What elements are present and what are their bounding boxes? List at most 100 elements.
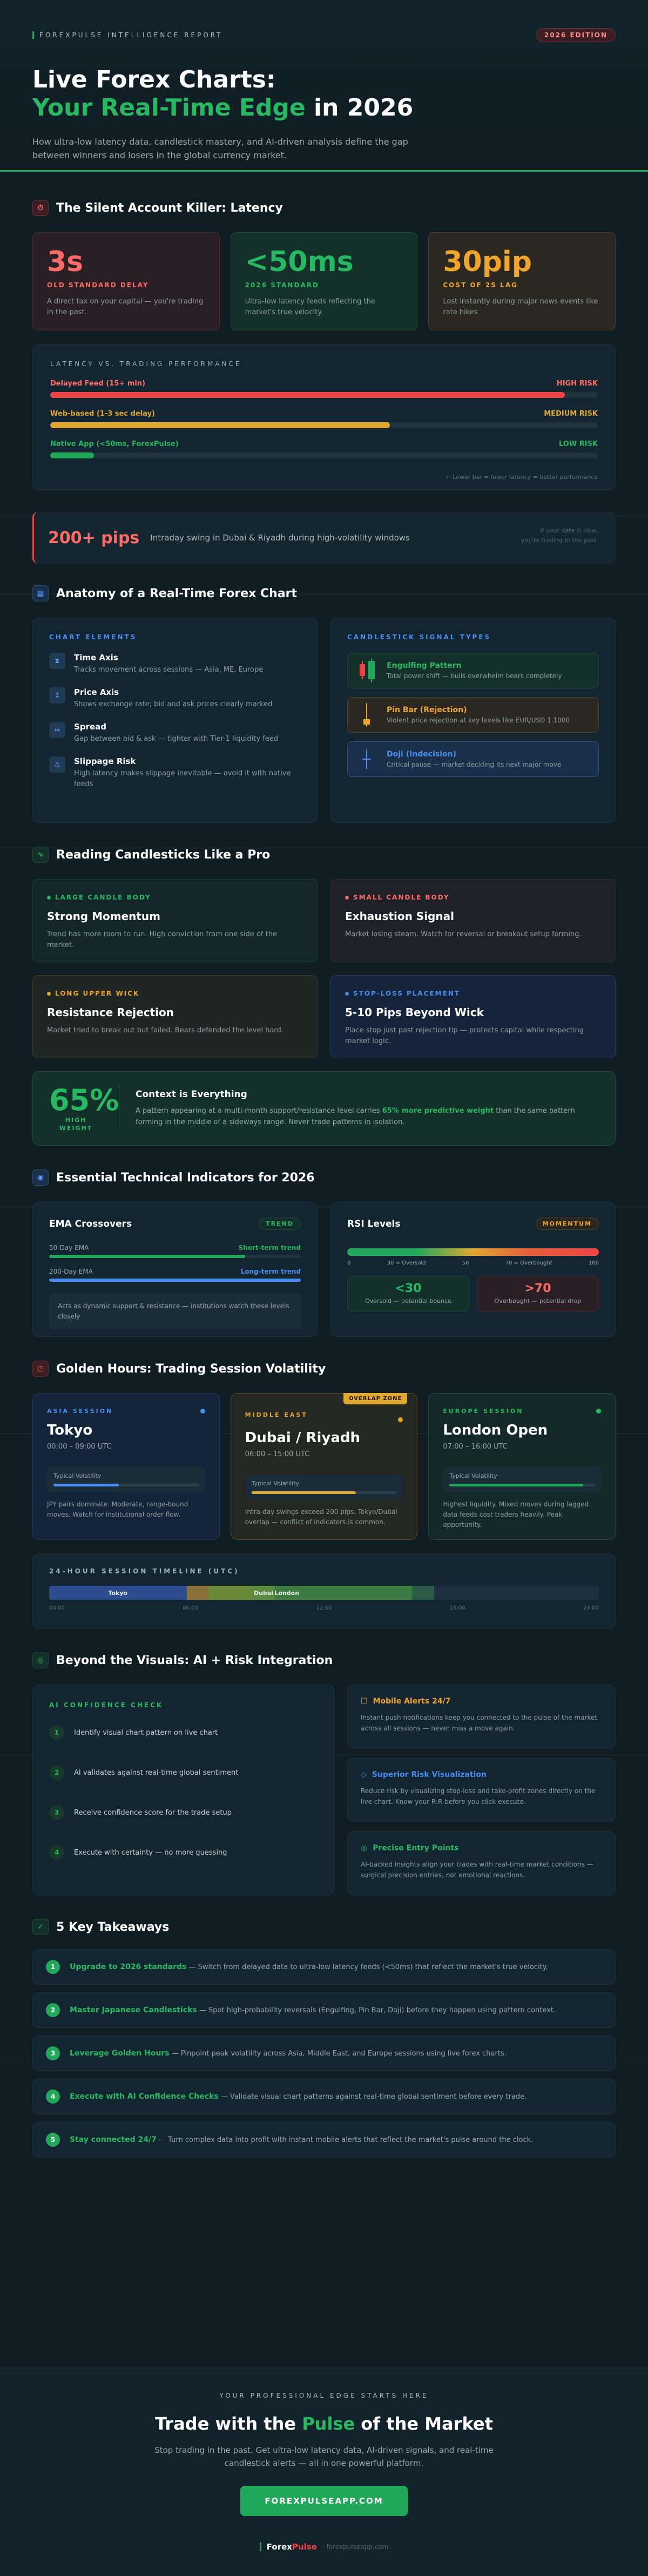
doji-candle-icon (357, 747, 376, 771)
element-desc: Gap between bid & ask — tighter with Tie… (74, 735, 279, 743)
session-city: Tokyo (47, 1422, 93, 1438)
takeaway-bold: Leverage Golden Hours (70, 2049, 170, 2058)
rsi-card: RSI Levels MOMENTUM 0 30 = Oversold 50 7… (330, 1202, 616, 1337)
feature-title: Mobile Alerts 24/7 (373, 1697, 451, 1706)
session-tag: MIDDLE EAST (245, 1411, 308, 1418)
timeline-tick: 12:00 (316, 1605, 332, 1611)
timeline-bar: Tokyo Dubai London (49, 1586, 599, 1600)
cta-desc: Stop trading in the past. Get ultra-low … (154, 2445, 494, 2468)
candle-card-tag: STOP-LOSS PLACEMENT (353, 990, 461, 997)
session-city: London Open (443, 1422, 548, 1438)
chart-elements-card: CHART ELEMENTS ⧗ Time Axis Tracks movement… (32, 618, 318, 823)
latency-performance-card: LATENCY VS. TRADING PERFORMANCE Delayed … (32, 344, 616, 490)
cta-title-part1: Trade with the (155, 2413, 302, 2434)
mobile-icon: ☐ (361, 1697, 368, 1706)
candle-card: LONG UPPER WICK Resistance Rejection Mar… (32, 975, 318, 1058)
session-time: 06:00 – 15:00 UTC (245, 1450, 310, 1458)
perf-row-risk: HIGH RISK (556, 380, 598, 388)
spread-icon: ⇔ (49, 722, 65, 738)
candle-card-head: Strong Momentum (47, 910, 161, 923)
perf-row: Native App (<50ms, ForexPulse) LOW RISK (50, 440, 598, 458)
context-callout: 65% HIGH WEIGHT Context is Everything A … (32, 1071, 616, 1146)
pips-section: 200+ pips Intraday swing in Dubai & Riya… (0, 490, 648, 564)
cta-button[interactable]: FOREXPULSEAPP.COM (240, 2486, 408, 2516)
perf-row: Web-based (1-3 sec delay) MEDIUM RISK (50, 410, 598, 428)
takeaway-number: 3 (46, 2046, 60, 2060)
volatility-label: Typical Volatility (53, 1472, 102, 1479)
timeline-segment-london: London (274, 1586, 412, 1600)
stat-label: COST OF 2S LAG (443, 281, 518, 289)
signal-title: Doji (Indecision) (387, 750, 457, 759)
rsi-gradient-bar (347, 1248, 599, 1256)
stat-value: 30pip (443, 246, 532, 278)
stat-value: 3s (47, 246, 84, 278)
check-icon: ✓ (32, 1919, 49, 1935)
pin-bar-candle-icon (357, 703, 376, 727)
session-desc: Highest liquidity. Mixed moves during la… (443, 1500, 589, 1529)
signal-item: Pin Bar (Rejection) Violent price rejecti… (347, 697, 599, 733)
signal-title: Engulfing Pattern (387, 661, 462, 670)
signals-heading: CANDLESTICK SIGNAL TYPES (347, 633, 491, 641)
candle-card: STOP-LOSS PLACEMENT 5-10 Pips Beyond Wic… (330, 975, 616, 1058)
pips-side-line2: you're trading in the past. (521, 537, 598, 544)
trend-icon: ∿ (32, 847, 49, 863)
anatomy-title: Anatomy of a Real-Time Forex Chart (56, 586, 298, 600)
volatility-label: Typical Volatility (251, 1480, 300, 1487)
step-text: Identify visual chart pattern on live ch… (74, 1728, 218, 1737)
feature-desc: AI-backed insights align your trades wit… (361, 1861, 593, 1879)
indicators-section: ◉ Essential Technical Indicators for 202… (0, 1146, 648, 1337)
candle-card-head: Exhaustion Signal (345, 910, 454, 923)
step-text: Execute with certainty — no more guessin… (74, 1848, 227, 1857)
ai-step: 4 Execute with certainty — no more guessi… (49, 1845, 318, 1860)
ai-step: 3 Receive confidence score for the trade … (49, 1805, 318, 1820)
shield-icon: ◇ (361, 1770, 367, 1779)
element-desc: Shows exchange rate; bid and ask prices … (74, 700, 273, 708)
ema-title: EMA Crossovers (49, 1218, 132, 1229)
ai-title: Beyond the Visuals: AI + Risk Integratio… (56, 1653, 333, 1667)
context-desc-part2: than the same pattern forming in the mid… (136, 1107, 575, 1126)
rsi-tick: 50 (462, 1260, 469, 1266)
hero-title-line1: Live Forex Charts: (32, 66, 276, 93)
sessions-section: ◷ Golden Hours: Trading Session Volatili… (0, 1337, 648, 1628)
timeline-tick: 00:00 (49, 1605, 65, 1611)
report-eyebrow: FOREXPULSE INTELLIGENCE REPORT (32, 31, 223, 39)
volatility-label: Typical Volatility (449, 1472, 497, 1479)
footer-brand: ForexPulse · forexpulseapp.com (0, 2542, 648, 2552)
timeline-tick: 18:00 (449, 1605, 465, 1611)
dot-icon (200, 1409, 205, 1414)
signal-desc: Critical pause — market deciding its nex… (387, 761, 562, 768)
timeline-segment-tokyo: Tokyo (49, 1586, 187, 1600)
target-icon: ◉ (32, 1169, 49, 1186)
ema-name: 200-Day EMA (49, 1268, 93, 1275)
takeaway-bold: Stay connected 24/7 (70, 2135, 157, 2144)
target-icon: ◎ (361, 1844, 368, 1852)
ema-card: EMA Crossovers TREND 50-Day EMA Short-ter… (32, 1202, 318, 1337)
stat-card: 30pip COST OF 2S LAG Lost instantly duri… (428, 232, 616, 330)
session-card: EUROPE SESSION London Open 07:00 – 16:00… (428, 1393, 616, 1540)
step-text: AI validates against real-time global se… (74, 1768, 239, 1777)
candlestick-signals-card: CANDLESTICK SIGNAL TYPES Engulfing Patte… (330, 618, 616, 823)
rsi-tick: 100 (588, 1260, 599, 1266)
takeaway-item: 2 Master Japanese Candlesticks — Spot hig… (32, 1992, 616, 2028)
context-label-2: WEIGHT (59, 1125, 93, 1132)
timeline-tick: 24:00 (583, 1605, 599, 1611)
takeaways-section: ✓ 5 Key Takeaways 1 Upgrade to 2026 stand… (0, 1895, 648, 2158)
takeaway-number: 2 (46, 2003, 60, 2017)
session-card: ASIA SESSION Tokyo 00:00 – 09:00 UTC Typ… (32, 1393, 220, 1540)
session-time: 00:00 – 09:00 UTC (47, 1443, 112, 1451)
stat-desc: Lost instantly during major news events … (443, 298, 598, 316)
element-title: Time Axis (74, 653, 118, 662)
element-desc: Tracks movement across sessions — Asia, … (74, 666, 264, 674)
chart-icon: ▦ (32, 585, 49, 601)
stat-label: OLD STANDARD DELAY (47, 281, 149, 289)
takeaway-bold: Execute with AI Confidence Checks (70, 2092, 219, 2101)
step-number: 1 (49, 1725, 64, 1740)
rsi-zone-overbought: >70 Overbought — potential drop (477, 1276, 599, 1311)
price-axis-icon: ↕ (49, 687, 65, 704)
pips-text: Intraday swing in Dubai & Riyadh during … (150, 533, 410, 543)
perf-bar-fill (50, 452, 94, 458)
footer-url[interactable]: · forexpulseapp.com (322, 2543, 389, 2551)
candle-card: SMALL CANDLE BODY Exhaustion Signal Mark… (330, 879, 616, 962)
context-desc-part1: A pattern appearing at a multi-month sup… (136, 1107, 382, 1115)
